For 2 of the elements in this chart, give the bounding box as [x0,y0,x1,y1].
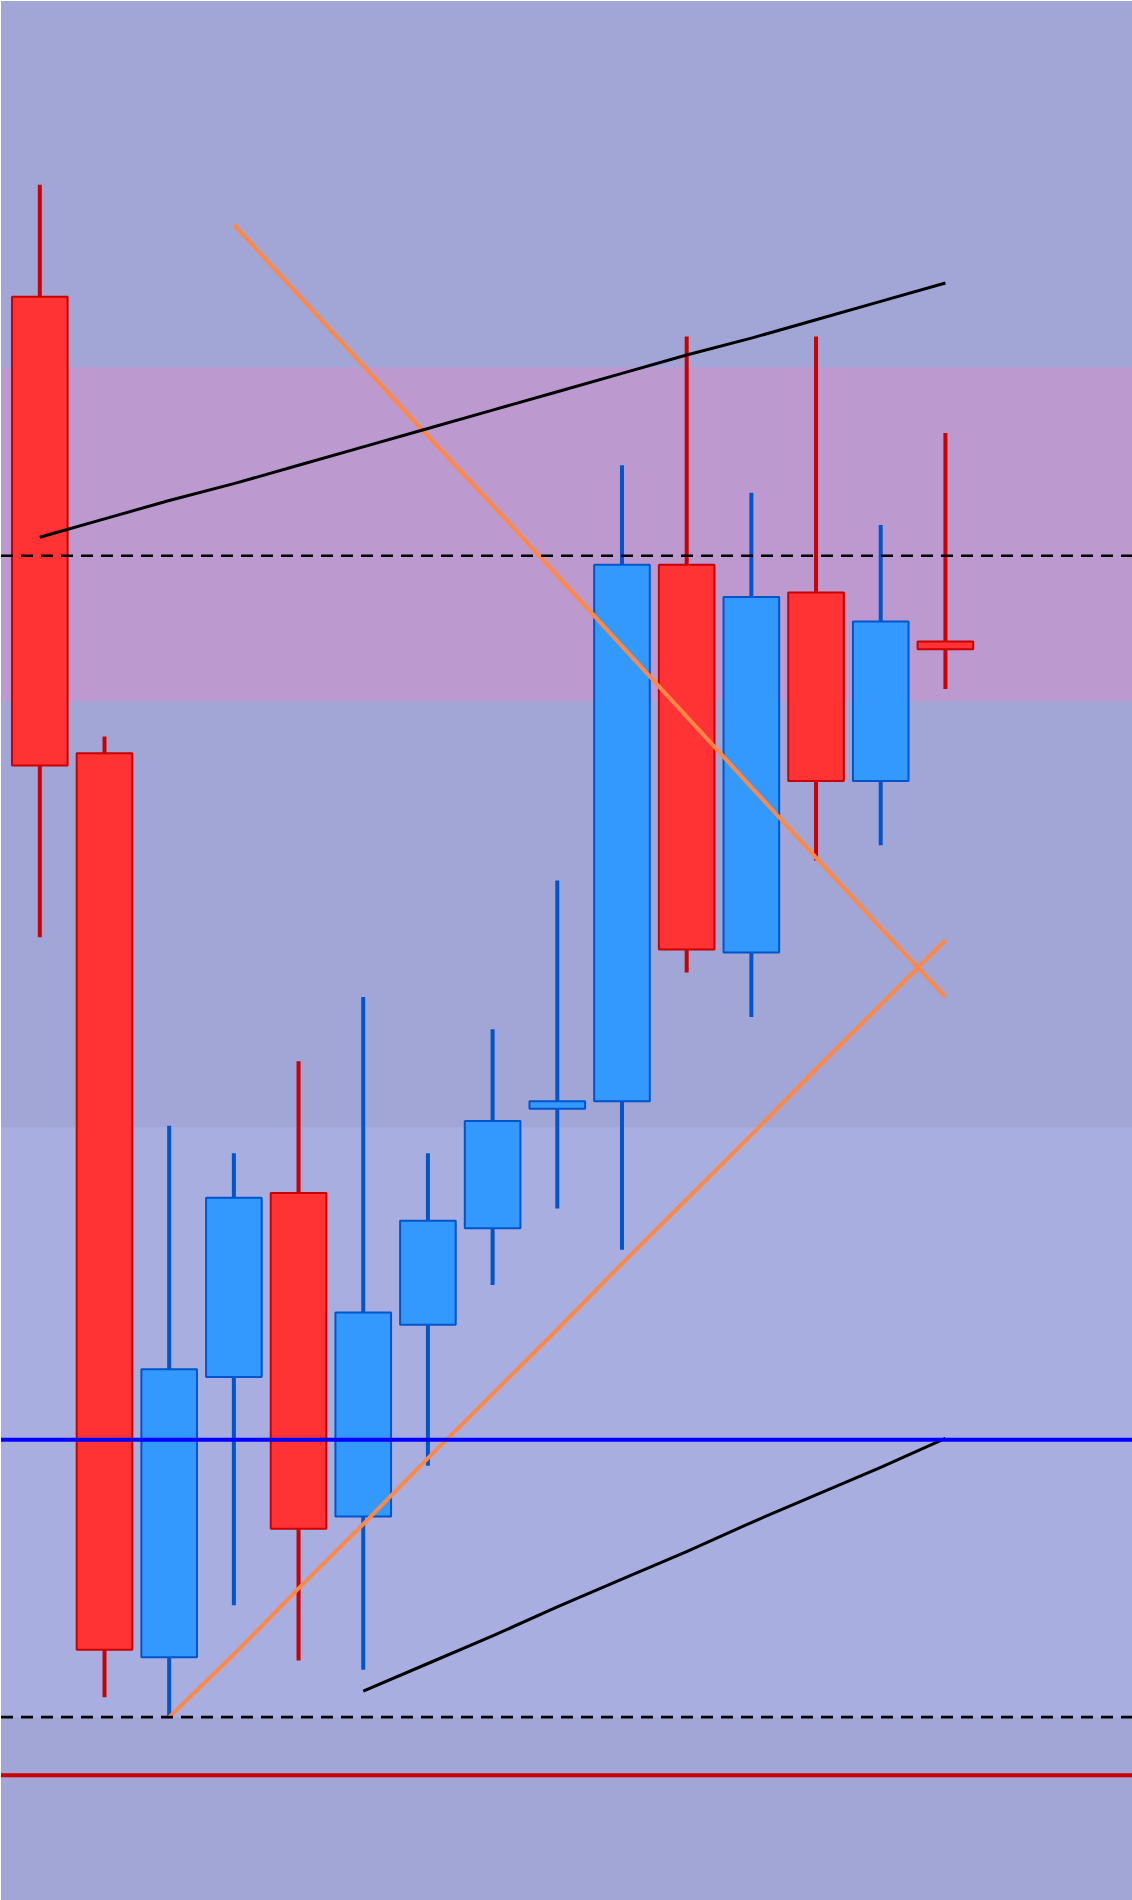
candlestick [528,878,587,1211]
candlestick [916,431,975,691]
